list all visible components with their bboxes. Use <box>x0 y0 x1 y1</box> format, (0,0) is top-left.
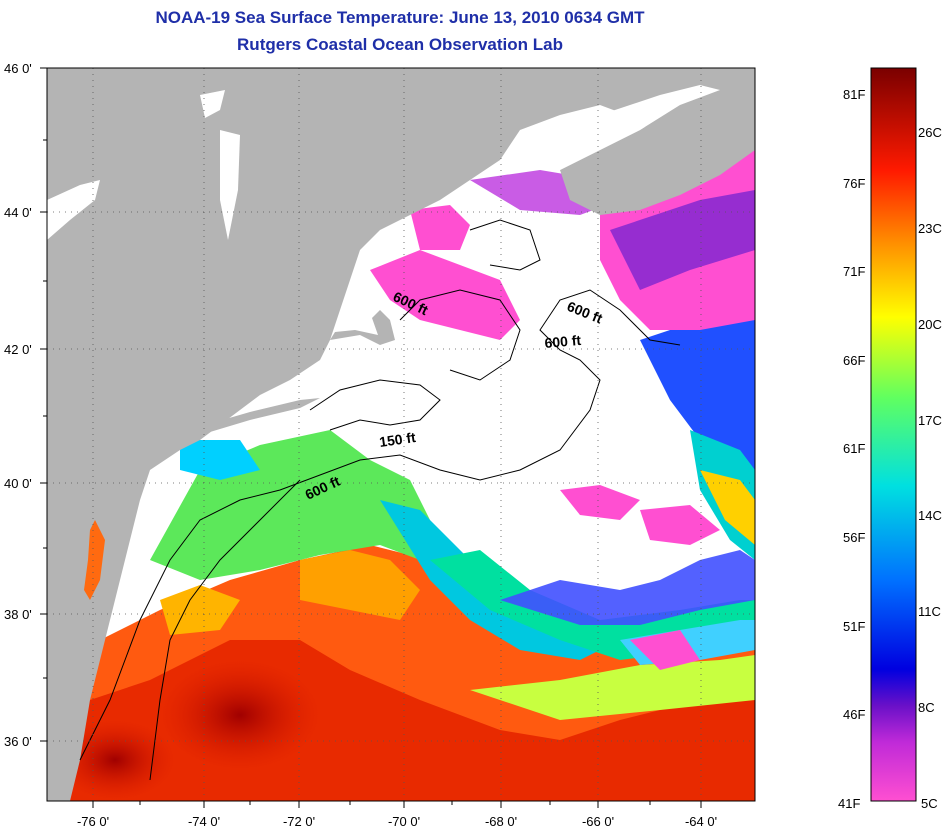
inland-lake-3 <box>200 90 225 118</box>
lon-label-76: -76 0' <box>77 814 109 829</box>
scale-label-46f: 46F <box>843 707 865 722</box>
nova-scotia <box>560 80 755 215</box>
graticule <box>47 68 755 801</box>
scale-label-26c: 26C <box>918 125 942 140</box>
scale-label-14c: 14C <box>918 508 942 523</box>
bay-of-fundy <box>530 85 720 170</box>
map-subtitle: Rutgers Coastal Ocean Observation Lab <box>237 35 563 54</box>
scale-label-11c: 11C <box>918 604 941 619</box>
cold-patch-gulf-of-maine <box>370 250 520 340</box>
long-island <box>205 398 320 432</box>
lon-label-64: -64 0' <box>685 814 717 829</box>
lat-label-44: 44 0' <box>4 205 32 220</box>
hot-coastal-area <box>55 720 175 800</box>
pink-patch-3 <box>630 630 700 670</box>
bathymetry-contours <box>79 219 681 781</box>
inland-lake-1 <box>47 180 100 240</box>
blue-patch-south <box>500 550 755 625</box>
map-frame <box>46 67 756 802</box>
lon-label-66: -66 0' <box>582 814 614 829</box>
lon-label-72: -72 0' <box>283 814 315 829</box>
inland-lake-2 <box>220 130 240 240</box>
contour-label-150ft: 150 ft <box>378 429 417 450</box>
lon-label-68: -68 0' <box>485 814 517 829</box>
scale-label-76f: 76F <box>843 176 865 191</box>
purple-streak <box>610 190 755 290</box>
scale-label-20c: 20C <box>918 317 942 332</box>
cold-patch-coastal-maine <box>410 205 470 250</box>
temperature-colorbar <box>870 67 917 802</box>
lat-label-40: 40 0' <box>4 476 32 491</box>
contour-gulf-basin <box>399 289 521 381</box>
lon-label-70: -70 0' <box>388 814 420 829</box>
map-area: 600 ft 600 ft 600 ft 150 ft 600 ft <box>47 68 755 801</box>
orange-patch <box>160 585 240 635</box>
offshore-warm-streak <box>700 470 755 545</box>
yellow-band <box>470 655 755 720</box>
chesapeake-bay <box>84 520 105 600</box>
contour-150ft <box>309 379 441 431</box>
lat-label-46: 46 0' <box>4 61 32 76</box>
cape-cod <box>330 310 395 345</box>
contour-150ft-south <box>149 479 301 781</box>
scale-label-41f: 41F <box>838 796 860 811</box>
axis-ticks <box>40 67 702 808</box>
scale-label-56f: 56F <box>843 530 865 545</box>
contour-jordan-basin <box>469 219 541 271</box>
lon-label-74: -74 0' <box>188 814 220 829</box>
lat-label-38: 38 0' <box>4 607 32 622</box>
hot-eddy <box>160 660 320 770</box>
orange-filament <box>300 550 420 620</box>
contour-600ft <box>79 289 681 761</box>
scale-label-61f: 61F <box>843 441 865 456</box>
scale-label-23c: 23C <box>918 221 942 236</box>
scale-label-66f: 66F <box>843 353 865 368</box>
map-title: NOAA-19 Sea Surface Temperature: June 13… <box>155 8 645 27</box>
pink-patch-1 <box>560 485 640 520</box>
land-mass <box>47 68 755 801</box>
scale-label-5c: 5C <box>921 796 938 811</box>
scale-label-8c: 8C <box>918 700 935 715</box>
lat-label-36: 36 0' <box>4 734 32 749</box>
pink-patch-2 <box>640 505 720 545</box>
scale-label-81f: 81F <box>843 87 865 102</box>
lat-label-42: 42 0' <box>4 342 32 357</box>
coastal-cyan <box>180 440 260 480</box>
contour-label-600ft-georges: 600 ft <box>544 332 582 351</box>
scale-label-71f: 71F <box>843 264 865 279</box>
scale-label-17c: 17C <box>918 413 942 428</box>
scale-label-51f: 51F <box>843 619 865 634</box>
